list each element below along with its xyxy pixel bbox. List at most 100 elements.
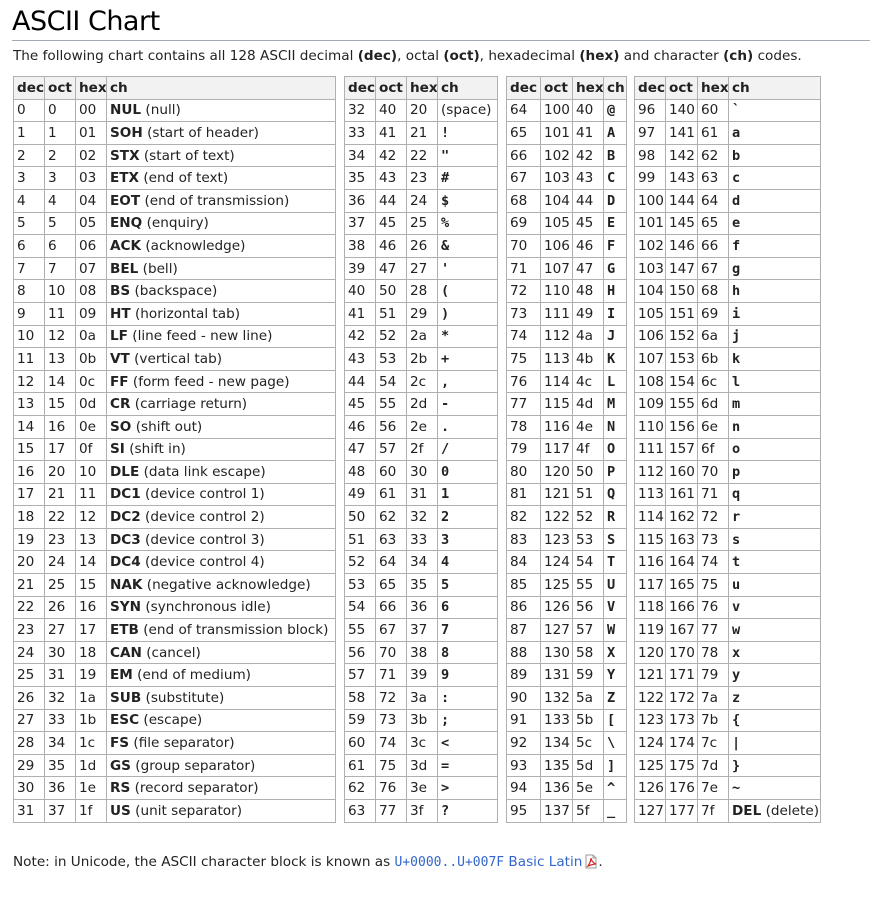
oct-cell: 40 [375,98,407,123]
char-cell: K [603,347,627,371]
hex-cell: 40 [572,98,604,123]
table-row: 73 111 49 I [506,301,627,326]
char-description: (line feed - new line) [132,328,273,345]
table-row: 65 101 41 A [506,121,627,145]
table-row: 71 107 47 G [506,256,627,281]
table-row: 119 167 77 w [634,618,821,642]
table-row: 82 122 52 R [506,505,627,529]
char-cell: ETX (end of text) [106,166,336,190]
basic-latin-link-text: Basic Latin [504,854,583,870]
dec-cell: 77 [506,392,541,416]
table-row: 42 52 2a * [344,324,498,349]
table-row: 85 125 55 U [506,573,627,597]
dec-cell: 89 [506,663,541,688]
char-cell: 5 [437,573,498,597]
table-row: 56 70 38 8 [344,640,498,665]
hex-cell: 77 [697,618,729,642]
char-cell: ; [437,708,498,733]
oct-cell: 102 [540,143,573,168]
table-row: 64 100 40 @ [506,98,627,123]
hex-cell: 5b [572,708,604,733]
oct-cell: 3 [44,166,76,190]
char-cell: - [437,392,498,416]
char-description: (shift out) [135,418,203,435]
table-row: 53 65 35 5 [344,573,498,597]
table-row: 77 115 4d M [506,392,627,416]
oct-cell: 51 [375,301,407,326]
oct-cell: 153 [665,347,698,371]
char-cell: GS (group separator) [106,753,336,778]
char-description: (device control 2) [145,509,265,526]
oct-cell: 170 [665,640,698,665]
char-cell: EM (end of medium) [106,663,336,688]
char-cell: H [603,279,627,303]
char-abbr: ETX [110,170,140,187]
char-cell: L [603,369,627,394]
table-row: 38 46 26 & [344,234,498,258]
table-row: 109 155 6d m [634,392,821,416]
oct-cell: 12 [44,324,76,349]
oct-cell: 67 [375,618,407,642]
hex-cell: 3d [406,753,438,778]
char-cell: \ [603,731,627,755]
char-cell: " [437,143,498,168]
table-row: 13 15 0d CR (carriage return) [13,392,336,416]
oct-cell: 110 [540,279,573,303]
char-cell: j [728,324,821,349]
dec-cell: 123 [634,708,666,733]
oct-cell: 56 [375,414,407,439]
char-cell: ACK (acknowledge) [106,234,336,258]
table-row: 116 164 74 t [634,550,821,575]
dec-cell: 100 [634,188,666,213]
char-cell: Z [603,686,627,710]
hex-cell: 04 [75,188,107,213]
dec-cell: 121 [634,663,666,688]
oct-cell: 116 [540,414,573,439]
char-cell: 8 [437,640,498,665]
oct-cell: 132 [540,686,573,710]
table-row: 101 145 65 e [634,211,821,236]
char-cell: [ [603,708,627,733]
table-row: 34 42 22 " [344,143,498,168]
oct-cell: 64 [375,550,407,575]
oct-cell: 143 [665,166,698,190]
basic-latin-link[interactable]: U+0000..U+007F Basic Latin [395,854,583,870]
char-description: (start of text) [143,147,235,164]
hex-cell: 02 [75,143,107,168]
char-cell: < [437,731,498,755]
char-cell: SYN (synchronous idle) [106,595,336,620]
dec-cell: 43 [344,347,376,371]
char-cell: SOH (start of header) [106,121,336,145]
char-cell: R [603,505,627,529]
oct-cell: 122 [540,505,573,529]
column-header-dec: dec [344,76,376,100]
char-cell: N [603,414,627,439]
table-row: 98 142 62 b [634,143,821,168]
table-row: 79 117 4f O [506,437,627,462]
table-row: 112 160 70 p [634,460,821,484]
char-cell: FF (form feed - new page) [106,369,336,394]
hex-cell: 54 [572,550,604,575]
char-cell: u [728,573,821,597]
oct-cell: 45 [375,211,407,236]
char-cell: 6 [437,595,498,620]
oct-cell: 137 [540,799,573,823]
char-description: (bell) [142,260,178,277]
oct-cell: 2 [44,143,76,168]
pdf-file-icon[interactable] [584,854,598,869]
hex-cell: 14 [75,550,107,575]
char-description: (device control 3) [145,531,265,548]
char-cell: v [728,595,821,620]
char-cell: ENQ (enquiry) [106,211,336,236]
column-header-ch: ch [603,76,627,100]
column-header-ch: ch [106,76,336,100]
hex-cell: 5c [572,731,604,755]
char-cell: m [728,392,821,416]
table-row: 117 165 75 u [634,573,821,597]
char-cell: r [728,505,821,529]
oct-cell: 20 [44,460,76,484]
table-row: 69 105 45 E [506,211,627,236]
hex-cell: 1a [75,686,107,710]
char-cell: g [728,256,821,281]
char-abbr: CAN [110,644,142,661]
